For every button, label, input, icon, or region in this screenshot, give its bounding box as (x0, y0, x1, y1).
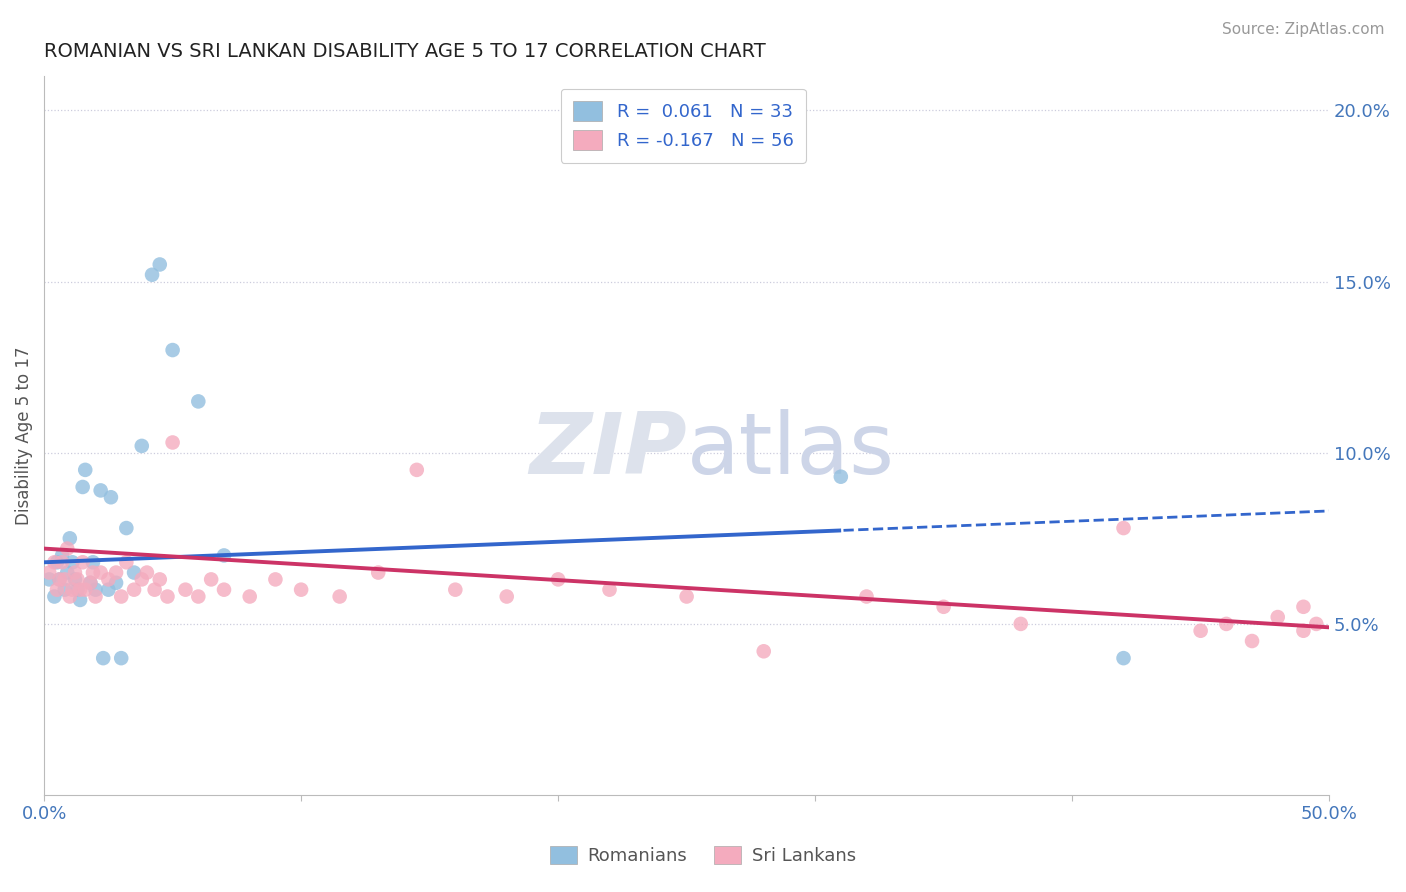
Point (59, 532, 82, 546)
Point (51, 555, 73, 569)
Point (90, 483, 112, 498)
Point (63, 566, 86, 580)
Legend: R =  0.061   N = 33, R = -0.167   N = 56: R = 0.061 N = 33, R = -0.167 N = 56 (561, 89, 806, 163)
Point (66, 582, 89, 597)
Point (1189, 624, 1212, 638)
Point (91, 651, 114, 665)
Point (48, 573, 70, 587)
Point (405, 463, 427, 477)
Point (97, 573, 120, 587)
Point (56, 566, 79, 580)
Point (187, 590, 209, 604)
Point (63, 573, 86, 587)
Point (75, 463, 97, 477)
Point (1215, 616, 1237, 631)
Point (53, 573, 76, 587)
Point (1240, 634, 1263, 648)
Point (1292, 624, 1315, 638)
Text: ZIP: ZIP (529, 409, 686, 491)
Point (855, 590, 877, 604)
Point (752, 644, 775, 658)
Point (212, 549, 235, 563)
Legend: Romanians, Sri Lankans: Romanians, Sri Lankans (543, 838, 863, 872)
Point (122, 566, 145, 580)
Point (51, 549, 73, 563)
Point (1267, 610, 1289, 624)
Point (84, 590, 107, 604)
Point (149, 573, 172, 587)
Point (38, 573, 60, 587)
Point (72, 555, 94, 569)
Point (264, 573, 287, 587)
Point (932, 599, 955, 614)
Point (135, 566, 157, 580)
Point (38, 566, 60, 580)
Point (44, 590, 66, 604)
Point (290, 582, 312, 597)
Point (156, 590, 179, 604)
Text: ROMANIAN VS SRI LANKAN DISABILITY AGE 5 TO 17 CORRELATION CHART: ROMANIAN VS SRI LANKAN DISABILITY AGE 5 … (44, 42, 766, 61)
Point (115, 521, 138, 535)
Point (239, 590, 262, 604)
Point (830, 469, 852, 483)
Point (162, 343, 184, 357)
Point (97, 582, 120, 597)
Point (75, 582, 97, 597)
Point (46, 582, 69, 597)
Point (1112, 521, 1135, 535)
Point (1292, 599, 1315, 614)
Point (60, 555, 83, 569)
Point (79, 575, 101, 590)
Point (90, 566, 112, 580)
Point (72, 480, 94, 494)
Point (131, 439, 153, 453)
Point (599, 582, 621, 597)
Point (56, 541, 79, 556)
Point (53, 582, 76, 597)
Point (141, 268, 163, 282)
Point (122, 582, 145, 597)
Point (187, 394, 209, 409)
Point (212, 582, 235, 597)
Point (69, 593, 91, 607)
Point (200, 573, 222, 587)
Point (143, 582, 166, 597)
Point (495, 590, 517, 604)
Point (1305, 616, 1327, 631)
Text: Source: ZipAtlas.com: Source: ZipAtlas.com (1222, 22, 1385, 37)
Point (329, 590, 352, 604)
Text: atlas: atlas (686, 409, 894, 491)
Point (60, 582, 83, 597)
Point (46, 555, 69, 569)
Point (115, 555, 138, 569)
Point (105, 566, 128, 580)
Point (444, 582, 467, 597)
Point (44, 555, 66, 569)
Y-axis label: Disability Age 5 to 17: Disability Age 5 to 17 (15, 346, 32, 524)
Point (82, 555, 104, 569)
Point (367, 566, 389, 580)
Point (105, 575, 128, 590)
Point (79, 575, 101, 590)
Point (69, 582, 91, 597)
Point (174, 582, 197, 597)
Point (1112, 651, 1135, 665)
Point (110, 651, 132, 665)
Point (149, 257, 172, 271)
Point (66, 573, 89, 587)
Point (162, 435, 184, 450)
Point (59, 590, 82, 604)
Point (110, 590, 132, 604)
Point (100, 490, 122, 504)
Point (84, 582, 107, 597)
Point (131, 573, 153, 587)
Point (48, 573, 70, 587)
Point (82, 566, 104, 580)
Point (547, 573, 569, 587)
Point (1010, 616, 1032, 631)
Point (675, 590, 697, 604)
